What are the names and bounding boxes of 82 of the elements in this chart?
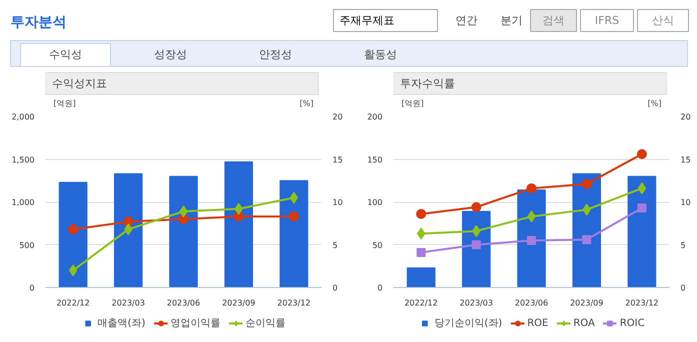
x-tick-label: 2023/12 xyxy=(625,298,659,308)
text: IFRS xyxy=(594,14,620,27)
point xyxy=(527,236,536,245)
text: 산식 xyxy=(652,14,674,27)
y2-tick-label: 0 xyxy=(332,284,338,292)
bar xyxy=(628,176,656,288)
point xyxy=(526,183,536,194)
text: 안정성 xyxy=(259,48,292,61)
point xyxy=(68,264,78,276)
point xyxy=(471,202,482,212)
x-tick-label: 2023/09 xyxy=(570,298,604,308)
y-tick-label: 50 xyxy=(372,240,383,250)
bar xyxy=(224,161,253,288)
y2-tick-label: 15 xyxy=(680,155,691,164)
y-tick-label: 100 xyxy=(367,198,383,207)
y2-tick-label: 10 xyxy=(680,198,691,207)
bar xyxy=(572,173,601,288)
y2-tick-label: 10 xyxy=(332,198,343,207)
text: 투자분석 xyxy=(10,14,66,30)
y-tick-label: 500 xyxy=(19,240,35,250)
y2-tick-label: 20 xyxy=(680,112,691,122)
y2-axis-title: [%] xyxy=(300,99,314,108)
y2-tick-label: 5 xyxy=(680,240,686,250)
x-tick-label: 2023/06 xyxy=(514,298,548,308)
legend-label: 영업이익률 xyxy=(170,317,220,330)
bar xyxy=(280,180,308,288)
text: 검색 xyxy=(542,14,564,27)
y2-tick-label: 20 xyxy=(332,112,343,122)
point xyxy=(582,235,592,244)
y-tick-label: 0 xyxy=(29,284,35,292)
text: 주재무제표 xyxy=(340,14,394,27)
text: 활동성 xyxy=(364,48,397,61)
point xyxy=(416,248,426,257)
y-tick-label: 2,000 xyxy=(12,112,35,122)
legend-label: ROA xyxy=(573,318,595,328)
point xyxy=(179,205,188,218)
point xyxy=(636,149,647,160)
y2-tick-label: 0 xyxy=(680,284,686,292)
legend-label: ROE xyxy=(527,318,548,328)
point xyxy=(416,228,426,240)
y-axis-title: [억원] xyxy=(54,99,76,108)
chart-title: 투자수익률 xyxy=(400,77,455,90)
legend-label: 순이익률 xyxy=(245,317,286,330)
x-tick-label: 2023/03 xyxy=(112,298,145,308)
text: 분기 xyxy=(500,14,522,27)
x-tick-label: 2023/03 xyxy=(460,298,493,308)
y-axis-title: [억원] xyxy=(402,99,424,108)
y2-tick-label: 5 xyxy=(332,240,338,250)
legend-label: 당기순이익(좌) xyxy=(434,317,502,330)
point xyxy=(68,224,78,234)
bar xyxy=(517,190,546,288)
y2-tick-label: 15 xyxy=(332,155,343,164)
y-tick-label: 1,000 xyxy=(12,198,35,207)
bar xyxy=(169,176,198,288)
point xyxy=(582,179,592,190)
bar xyxy=(58,182,88,288)
point xyxy=(637,203,646,212)
point xyxy=(178,214,188,224)
point xyxy=(416,208,426,219)
x-tick-label: 2023/09 xyxy=(222,298,256,308)
y-tick-label: 150 xyxy=(367,155,383,164)
bar xyxy=(406,267,436,288)
bar xyxy=(114,173,143,288)
y-tick-label: 1,500 xyxy=(12,155,35,164)
chart-title: 수익성지표 xyxy=(52,77,107,90)
point xyxy=(290,192,298,204)
x-tick-label: 2023/12 xyxy=(277,298,311,308)
text: 연간 xyxy=(456,14,478,27)
point xyxy=(288,212,299,222)
y-tick-label: 200 xyxy=(367,112,383,122)
y-tick-label: 0 xyxy=(377,284,383,292)
x-tick-label: 2022/12 xyxy=(56,298,90,308)
text: 수익성 xyxy=(49,48,82,61)
x-tick-label: 2023/06 xyxy=(166,298,200,308)
legend-label: ROIC xyxy=(620,318,645,328)
x-tick-label: 2022/12 xyxy=(404,298,438,308)
text: 성장성 xyxy=(154,48,187,61)
point xyxy=(472,240,481,250)
point xyxy=(527,210,536,223)
legend-label: 매출액(좌) xyxy=(98,317,146,330)
y2-axis-title: [%] xyxy=(648,99,662,108)
point xyxy=(638,182,646,194)
